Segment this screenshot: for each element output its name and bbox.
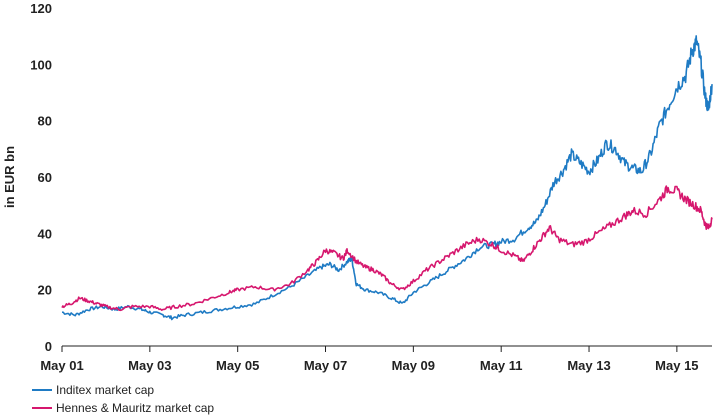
x-tick-label: May 05 <box>216 358 259 373</box>
y-tick-label: 20 <box>38 283 52 298</box>
legend: Inditex market cap Hennes & Mauritz mark… <box>32 381 214 417</box>
y-tick-label: 100 <box>30 57 52 72</box>
legend-swatch-inditex <box>32 389 52 391</box>
series-line-hm <box>61 185 713 312</box>
legend-swatch-hm <box>32 407 52 409</box>
y-tick-label: 120 <box>30 1 52 16</box>
x-tick-label: May 03 <box>128 358 171 373</box>
x-tick-label: May 09 <box>392 358 435 373</box>
legend-item-inditex: Inditex market cap <box>32 381 214 399</box>
series-lines <box>61 35 713 321</box>
y-tick-label: 0 <box>45 339 52 354</box>
legend-label-inditex: Inditex market cap <box>56 383 155 397</box>
x-tick-label: May 01 <box>40 358 83 373</box>
x-axis-ticks: May 01 May 03 May 05 May 07 May 09 May 11 May … <box>40 346 699 373</box>
x-tick-label: May 11 <box>480 358 523 373</box>
y-axis-ticks: 0 20 40 60 80 100 120 <box>30 1 52 354</box>
legend-label-hm: Hennes & Mauritz market cap <box>56 401 215 415</box>
series-line-inditex <box>61 35 713 321</box>
y-tick-label: 40 <box>38 226 52 241</box>
y-tick-label: 80 <box>38 114 52 129</box>
x-tick-label: May 07 <box>304 358 347 373</box>
y-tick-label: 60 <box>38 170 52 185</box>
legend-item-hm: Hennes & Mauritz market cap <box>32 399 214 417</box>
y-axis-title: in EUR bn <box>2 146 17 208</box>
x-tick-label: May 15 <box>655 358 698 373</box>
x-tick-label: May 13 <box>567 358 610 373</box>
